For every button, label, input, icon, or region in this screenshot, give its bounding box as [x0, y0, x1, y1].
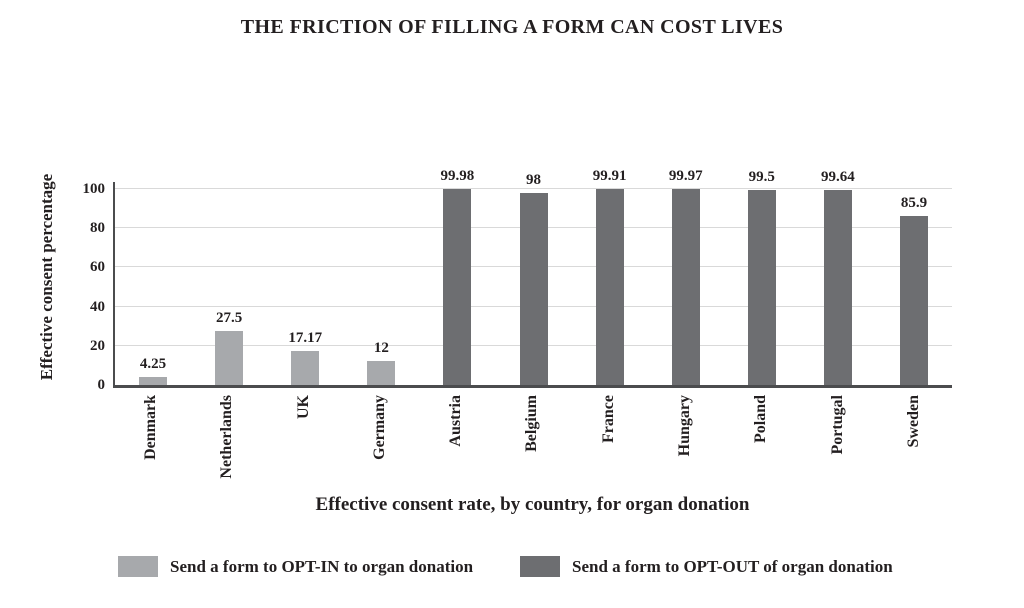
- x-label-slot-france: France: [571, 395, 647, 493]
- legend-label-opt-in: Send a form to OPT-IN to organ donation: [170, 556, 474, 576]
- y-tick-label-0: 0: [97, 377, 106, 393]
- category-label-france: France: [599, 395, 617, 443]
- bar-france: [595, 189, 624, 385]
- category-label-belgium: Belgium: [523, 395, 541, 452]
- x-label-slot-denmark: Denmark: [113, 395, 189, 493]
- bar-slot-germany: 12: [343, 182, 419, 385]
- bar-poland: [747, 189, 776, 385]
- bar-value-label-germany: 12: [373, 340, 389, 357]
- category-label-sweden: Sweden: [904, 395, 922, 448]
- bar-slot-portugal: 99.64: [800, 169, 876, 385]
- bar-portugal: [823, 189, 852, 385]
- bar-netherlands: [215, 331, 244, 385]
- bar-sweden: [899, 216, 928, 385]
- category-label-netherlands: Netherlands: [218, 395, 236, 479]
- bar-value-label-poland: 99.5: [748, 168, 775, 185]
- bar-denmark: [139, 376, 168, 385]
- bar-slot-belgium: 98: [495, 172, 571, 385]
- bar-belgium: [519, 192, 548, 385]
- category-label-uk: UK: [294, 395, 312, 419]
- y-tick-label-60: 60: [90, 259, 105, 276]
- gridline-y-100: [115, 187, 952, 189]
- bar-slot-uk: 17.17: [267, 182, 343, 385]
- bar-value-label-uk: 17.17: [288, 330, 323, 347]
- y-tick-label-40: 40: [90, 298, 105, 315]
- x-label-slot-poland: Poland: [723, 395, 799, 493]
- bar-value-label-sweden: 85.9: [900, 195, 928, 212]
- bars-row: 4.25 27.5 17.17 12 99.98 98 99.91 99.97 99.5 99.6…: [115, 168, 952, 385]
- category-label-poland: Poland: [752, 395, 770, 444]
- legend: Send a form to OPT-IN to organ donation …: [0, 556, 1024, 588]
- bar-slot-netherlands: 27.5: [191, 182, 267, 385]
- x-label-slot-uk: UK: [266, 395, 342, 493]
- bar-value-label-france: 99.91: [592, 168, 627, 184]
- category-label-portugal: Portugal: [828, 395, 846, 455]
- x-label-slot-hungary: Hungary: [647, 395, 723, 493]
- category-label-denmark: Denmark: [142, 395, 160, 460]
- bar-value-label-austria: 99.98: [440, 167, 475, 184]
- y-tick-label-100: 100: [82, 180, 106, 197]
- bar-austria: [443, 188, 472, 385]
- bar-germany: [367, 361, 396, 385]
- category-label-hungary: Hungary: [675, 395, 693, 457]
- legend-entry-opt-in: Send a form to OPT-IN to organ donation: [118, 556, 473, 577]
- chart-title: THE FRICTION OF FILLING A FORM CAN COST …: [240, 16, 784, 38]
- x-label-slot-germany: Germany: [342, 395, 418, 493]
- x-axis-category-labels: Denmark Netherlands UK Germany Austria Belgiu…: [113, 395, 952, 493]
- y-tick-label-20: 20: [90, 337, 105, 354]
- y-tick-label-80: 80: [90, 220, 105, 237]
- x-label-slot-sweden: Sweden: [876, 395, 952, 493]
- plot-area: 0 20 40 60 80 100 4.25 27.5 17.17 12 99.98 98 99.91 9…: [83, 168, 952, 393]
- bar-uk: [291, 351, 320, 385]
- bar-value-label-hungary: 99.97: [668, 167, 703, 184]
- legend-label-opt-out: Send a form to OPT-OUT of organ donation: [572, 556, 893, 576]
- bar-slot-austria: 99.98: [419, 168, 495, 385]
- bar-slot-hungary: 99.97: [648, 168, 724, 385]
- category-label-austria: Austria: [447, 395, 465, 447]
- x-label-slot-austria: Austria: [418, 395, 494, 493]
- x-label-slot-belgium: Belgium: [494, 395, 570, 493]
- x-label-slot-portugal: Portugal: [799, 395, 875, 493]
- bar-slot-poland: 99.5: [724, 169, 800, 385]
- bar-slot-sweden: 85.9: [876, 182, 952, 385]
- legend-entry-opt-out: Send a form to OPT-OUT of organ donation: [520, 556, 893, 577]
- bar-slot-france: 99.91: [572, 168, 648, 385]
- x-axis-caption: Effective consent rate, by country, for …: [315, 494, 750, 515]
- legend-swatch-opt-out-icon: [520, 556, 560, 577]
- bar-value-label-portugal: 99.64: [821, 168, 855, 185]
- bar-slot-denmark: 4.25: [115, 182, 191, 385]
- bar-value-label-denmark: 4.25: [139, 355, 167, 372]
- bar-value-label-netherlands: 27.5: [216, 310, 243, 327]
- x-label-slot-netherlands: Netherlands: [189, 395, 265, 493]
- bar-value-label-belgium: 98: [526, 171, 542, 188]
- category-label-germany: Germany: [370, 395, 388, 460]
- bar-hungary: [671, 188, 700, 385]
- legend-swatch-opt-in-icon: [118, 556, 158, 577]
